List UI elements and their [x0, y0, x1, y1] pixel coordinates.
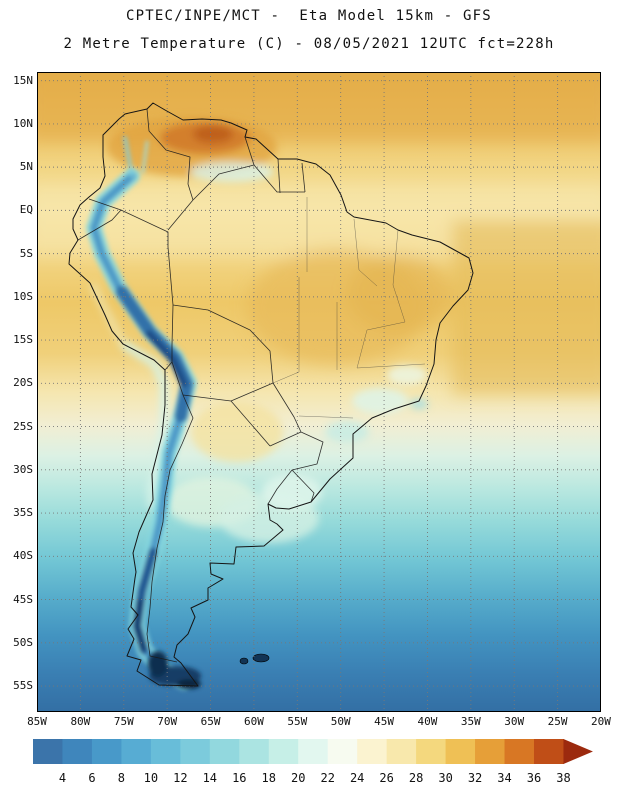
lat-tick-label: 5S	[0, 248, 34, 260]
colorbar-tick-label: 14	[203, 771, 217, 785]
lon-tick-label: 50W	[321, 716, 361, 728]
colorbar-tick-label: 24	[350, 771, 364, 785]
lon-tick-label: 20W	[581, 716, 618, 728]
colorbar-tick-label: 28	[409, 771, 423, 785]
colorbar-segment	[357, 739, 387, 764]
colorbar-tick-label: 38	[556, 771, 570, 785]
colorbar-segment	[505, 739, 535, 764]
lat-tick-label: 5N	[0, 161, 34, 173]
colorbar-tick-label: 8	[118, 771, 125, 785]
colorbar-segment	[269, 739, 299, 764]
colorbar-segment	[180, 739, 210, 764]
colorbar-tick-label: 32	[468, 771, 482, 785]
lat-tick-label: 30S	[0, 464, 34, 476]
atlantic-warm-region	[452, 220, 601, 395]
lat-tick-label: 25S	[0, 421, 34, 433]
falkland-islands	[253, 654, 269, 662]
map-plot-area	[37, 72, 601, 712]
lat-tick-label: EQ	[0, 204, 34, 216]
lat-tick-label: 10S	[0, 291, 34, 303]
colorbar-segment	[387, 739, 417, 764]
temperature-colorbar: 4 6 8 10 12 14 16 18 20 22 24 26 28 30 32 34 36 38	[0, 734, 618, 800]
south-america-temperature-map	[37, 72, 601, 712]
lat-tick-label: 40S	[0, 550, 34, 562]
lon-tick-label: 80W	[60, 716, 100, 728]
colorbar-scale: 4 6 8 10 12 14 16 18 20 22 24 26 28 30 32 34 36 38	[0, 734, 618, 800]
colorbar-tick-label: 16	[232, 771, 246, 785]
colorbar-segment	[151, 739, 181, 764]
lon-tick-label: 75W	[104, 716, 144, 728]
lon-tick-label: 30W	[494, 716, 534, 728]
lon-tick-label: 85W	[17, 716, 57, 728]
colorbar-segment	[416, 739, 446, 764]
colorbar-segment	[33, 739, 63, 764]
colorbar-tick-label: 4	[59, 771, 66, 785]
colorbar-segment	[121, 739, 151, 764]
colorbar-segment	[62, 739, 92, 764]
colorbar-tick-label: 22	[320, 771, 334, 785]
colorbar-tick-label: 30	[438, 771, 452, 785]
lat-tick-label: 45S	[0, 594, 34, 606]
southeast-brazil-cool-patch	[352, 388, 408, 414]
colorbar-tick-label: 20	[291, 771, 305, 785]
lon-tick-label: 25W	[538, 716, 578, 728]
lat-tick-label: 35S	[0, 507, 34, 519]
chaco-warm-patch	[191, 402, 283, 462]
lat-tick-label: 10N	[0, 118, 34, 130]
colorbar-tick-label: 12	[173, 771, 187, 785]
colorbar-segment	[328, 739, 358, 764]
lon-tick-label: 35W	[451, 716, 491, 728]
lon-tick-label: 55W	[277, 716, 317, 728]
lon-tick-label: 65W	[191, 716, 231, 728]
colorbar-tick-label: 18	[262, 771, 276, 785]
colorbar-segment	[239, 739, 269, 764]
colorbar-tick-label: 36	[527, 771, 541, 785]
colorbar-segment	[475, 739, 505, 764]
tierra-del-fuego-cold-spot	[177, 679, 201, 689]
colorbar-tick-label: 10	[144, 771, 158, 785]
lat-tick-label: 15N	[0, 75, 34, 87]
colorbar-segment	[92, 739, 122, 764]
lon-tick-label: 45W	[364, 716, 404, 728]
title-line-2: 2 Metre Temperature (C) - 08/05/2021 12U…	[0, 36, 618, 52]
guyana-highlands-cool-band	[190, 162, 274, 182]
lat-tick-label: 50S	[0, 637, 34, 649]
title-line-1: CPTEC/INPE/MCT - Eta Model 15km - GFS	[0, 8, 618, 24]
colorbar-segment	[446, 739, 476, 764]
colorbar-segment	[298, 739, 328, 764]
lon-tick-label: 60W	[234, 716, 274, 728]
colorbar-arrow	[563, 739, 592, 764]
lat-tick-label: 20S	[0, 377, 34, 389]
colorbar-segment	[210, 739, 240, 764]
lat-tick-label: 55S	[0, 680, 34, 692]
colorbar-tick-label: 26	[379, 771, 393, 785]
lon-tick-label: 70W	[147, 716, 187, 728]
colorbar-tick-label: 6	[88, 771, 95, 785]
lon-tick-label: 40W	[407, 716, 447, 728]
colorbar-segment	[534, 739, 564, 764]
lat-tick-label: 15S	[0, 334, 34, 346]
colorbar-tick-label: 34	[497, 771, 511, 785]
